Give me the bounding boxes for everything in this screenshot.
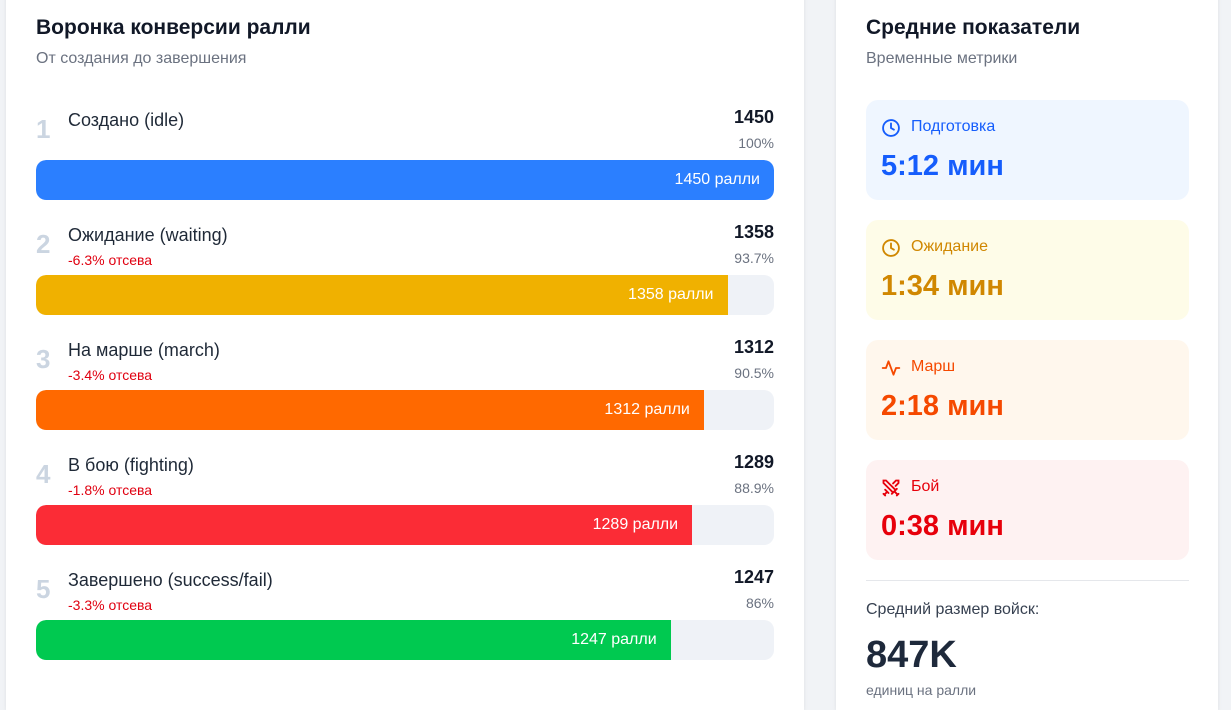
metric-3: Марш 2:18 мин <box>866 340 1189 440</box>
stage-count: 1450 <box>733 107 774 127</box>
stage-percent: 88.9% <box>734 480 774 496</box>
stage-bar-track: 1247 ралли <box>36 620 774 660</box>
stage-percent: 90.5% <box>734 365 774 381</box>
stage-bar-track: 1358 ралли <box>36 275 774 315</box>
stage-bar-track: 1312 ралли <box>36 390 774 430</box>
divider <box>866 580 1189 581</box>
funnel-title: Воронка конверсии ралли <box>36 16 311 39</box>
activity-icon <box>881 358 901 378</box>
stage-bar: 1247 ралли <box>36 620 671 660</box>
stage-dropoff: -6.3% отсева <box>68 252 153 268</box>
metrics-title: Средние показатели <box>866 16 1081 39</box>
funnel-stage: 3 На марше (march) -3.4% отсева 1312 90.… <box>36 332 774 447</box>
funnel-stage: 1 Создано (idle) 1450 100% 1450 ралли <box>36 102 774 217</box>
stage-percent: 100% <box>738 135 774 151</box>
stage-percent: 93.7% <box>734 250 774 266</box>
army-size-value: 847K <box>866 634 957 676</box>
metrics-subtitle: Временные метрики <box>866 50 1018 67</box>
metrics-card: Средние показатели Временные метрики Под… <box>836 0 1218 710</box>
stage-bar-track: 1450 ралли <box>36 160 774 200</box>
clock-icon <box>881 238 901 258</box>
stage-dropoff: -3.3% отсева <box>68 597 153 613</box>
stage-number: 2 <box>36 229 51 259</box>
stage-count: 1289 <box>733 452 774 472</box>
stage-number: 5 <box>36 574 51 604</box>
metric-value: 1:34 мин <box>881 270 1004 302</box>
metric-value: 2:18 мин <box>881 390 1004 422</box>
funnel-stage: 2 Ожидание (waiting) -6.3% отсева 1358 9… <box>36 217 774 332</box>
stage-number: 1 <box>36 114 51 144</box>
stage-count: 1312 <box>733 337 774 357</box>
stage-count: 1358 <box>733 222 774 242</box>
metric-label: Ожидание <box>911 238 988 255</box>
stage-bar: 1450 ралли <box>36 160 774 200</box>
stage-name: В бою (fighting) <box>68 455 194 475</box>
stage-bar: 1289 ралли <box>36 505 693 545</box>
metric-label: Бой <box>911 478 940 495</box>
metric-1: Подготовка 5:12 мин <box>866 100 1189 200</box>
funnel-stage: 4 В бою (fighting) -1.8% отсева 1289 88.… <box>36 447 774 562</box>
stage-name: Ожидание (waiting) <box>68 225 228 245</box>
metric-2: Ожидание 1:34 мин <box>866 220 1189 320</box>
stage-name: Завершено (success/fail) <box>68 570 273 590</box>
stage-bar: 1312 ралли <box>36 390 704 430</box>
army-size-label: Средний размер войск: <box>866 601 1040 618</box>
funnel-card: Воронка конверсии ралли От создания до з… <box>6 0 804 710</box>
clock-icon <box>881 118 901 138</box>
swords-icon <box>881 478 901 498</box>
stage-number: 4 <box>36 459 51 489</box>
stage-dropoff: -3.4% отсева <box>68 367 153 383</box>
metric-4: Бой 0:38 мин <box>866 460 1189 560</box>
army-size-unit: единиц на ралли <box>866 682 977 698</box>
metric-label: Подготовка <box>911 118 996 135</box>
stage-bar: 1358 ралли <box>36 275 728 315</box>
stage-count: 1247 <box>733 567 774 587</box>
stage-percent: 86% <box>745 595 774 611</box>
funnel-subtitle: От создания до завершения <box>36 50 247 67</box>
funnel-stage: 5 Завершено (success/fail) -3.3% отсева … <box>36 562 774 677</box>
stage-dropoff: -1.8% отсева <box>68 482 153 498</box>
metric-value: 5:12 мин <box>881 150 1004 182</box>
metric-label: Марш <box>911 358 956 375</box>
stage-name: Создано (idle) <box>68 110 185 130</box>
stage-bar-track: 1289 ралли <box>36 505 774 545</box>
metric-value: 0:38 мин <box>881 510 1004 542</box>
stage-name: На марше (march) <box>68 340 220 360</box>
stage-number: 3 <box>36 344 51 374</box>
